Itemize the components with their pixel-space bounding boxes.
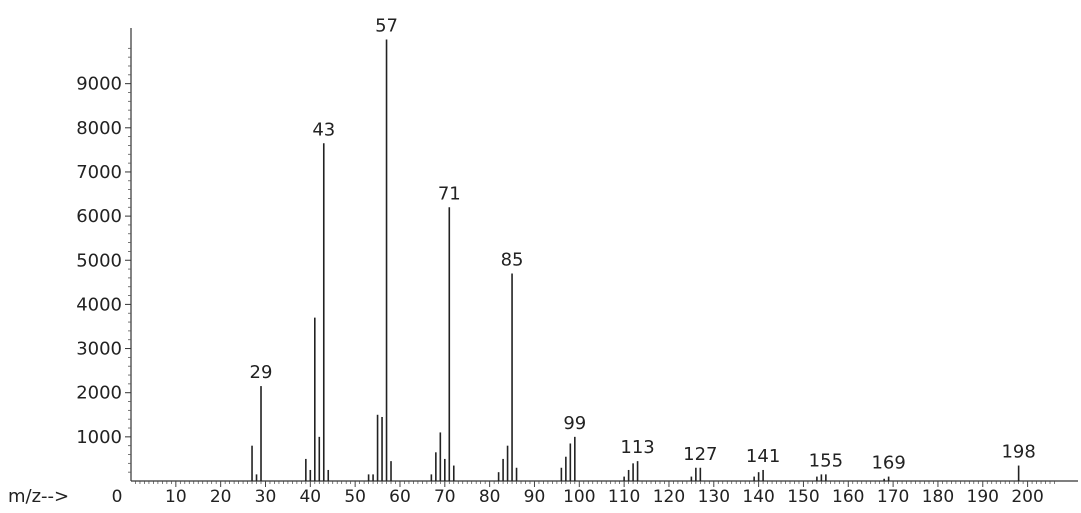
peak-label-155: 155 [809,450,843,471]
x-tick-label: 110 [608,487,640,507]
y-tick-label: 1000 [76,427,122,448]
x-tick-label: 200 [1011,487,1043,507]
x-tick-label: 30 [255,487,277,507]
x-tick-label: 80 [479,487,501,507]
y-tick-label: 4000 [76,294,122,315]
x-tick-label: 50 [344,487,366,507]
x-tick-label: 90 [524,487,546,507]
x-tick-label: 40 [299,487,321,507]
x-tick-label: 170 [877,487,909,507]
peak-label-198: 198 [1001,442,1035,463]
x-tick-label: 10 [165,487,187,507]
peak-label-127: 127 [683,444,717,465]
y-tick-label: 8000 [76,118,122,139]
x-tick-label: 70 [434,487,456,507]
peak-label-141: 141 [746,446,780,467]
x-tick-label: 130 [698,487,730,507]
x-tick-label: 180 [922,487,954,507]
peak-label-99: 99 [563,413,586,434]
peak-label-57: 57 [375,16,398,37]
x-tick-label: 0 [112,487,123,507]
peak-label-169: 169 [871,453,905,474]
x-tick-label: 60 [389,487,411,507]
y-tick-label: 3000 [76,339,122,360]
peak-label-85: 85 [501,249,524,270]
peak-label-71: 71 [438,183,461,204]
x-tick-label: 120 [653,487,685,507]
peak-label-113: 113 [620,437,654,458]
x-tick-label: 20 [210,487,232,507]
x-tick-label: 100 [563,487,595,507]
y-tick-label: 7000 [76,162,122,183]
x-tick-label: 140 [742,487,774,507]
x-tick-label: 150 [787,487,819,507]
y-tick-label: 9000 [76,74,122,95]
y-tick-label: 2000 [76,383,122,404]
x-ticks: 0 10 20 30 40 50 60 70 80 90 100 110 120 130 140 150 160… [112,481,1055,507]
peak-label-43: 43 [312,119,335,140]
peaks [251,39,1020,481]
x-axis-label: m/z--> [8,486,69,507]
x-tick-label: 190 [967,487,999,507]
peak-label-29: 29 [250,362,273,383]
y-tick-label: 6000 [76,206,122,227]
peak-labels: 29 43 57 71 85 99 113 127 141 155 169 198 [250,16,1036,474]
y-tick-label: 5000 [76,250,122,271]
y-ticks: 1000 2000 3000 4000 5000 6000 7000 8000 9000 [76,47,131,473]
x-tick-label: 160 [832,487,864,507]
